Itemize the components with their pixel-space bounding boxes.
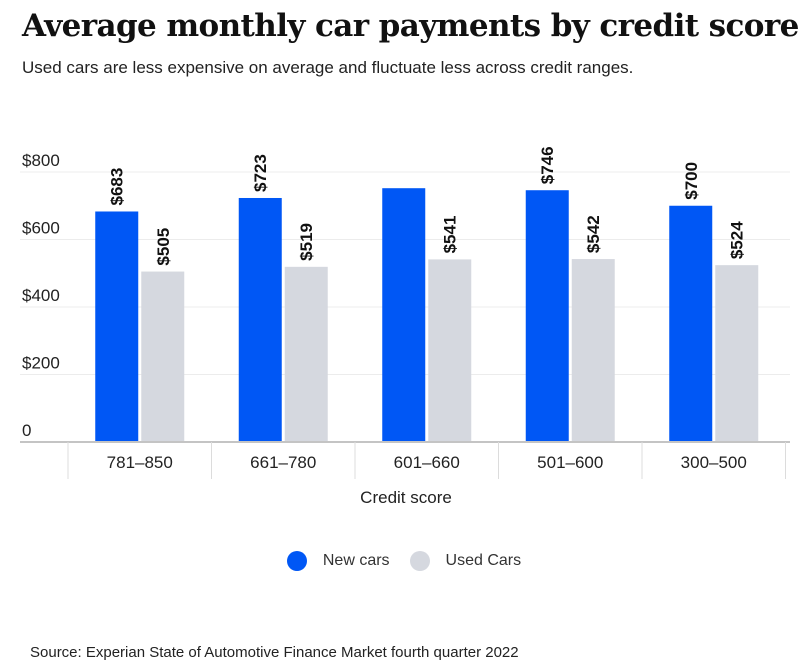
bar-new-cars[interactable] <box>669 205 713 442</box>
bar-new-cars[interactable] <box>238 197 282 442</box>
bar-value-label: $519 <box>297 223 316 261</box>
legend-label-new-cars: New cars <box>322 552 390 569</box>
bar-value-label: $541 <box>441 216 460 254</box>
legend-item-new-cars[interactable]: New cars <box>286 551 390 571</box>
bar-value-label: $746 <box>538 146 557 184</box>
bar-value-label: $524 <box>728 221 747 259</box>
bar-used-cars[interactable] <box>715 265 759 442</box>
legend-item-used-cars[interactable]: Used Cars <box>409 551 522 571</box>
x-axis-title: Credit score <box>360 488 452 507</box>
legend-swatch-new-cars <box>286 551 307 571</box>
y-tick-label: $600 <box>22 219 60 238</box>
y-tick-label: $800 <box>22 151 60 170</box>
bar-chart: 0 $200 $400 $600 $800 $683 $505 $723 $519 $541 $7… <box>20 146 790 507</box>
bar-used-cars[interactable] <box>428 259 472 442</box>
bar-new-cars[interactable] <box>382 188 426 442</box>
y-axis-tick-labels: 0 $200 $400 $600 $800 <box>22 151 60 440</box>
y-tick-label: $400 <box>22 286 60 305</box>
bar-used-cars[interactable] <box>284 266 328 442</box>
legend: New cars Used Cars <box>0 551 808 571</box>
bars <box>95 188 759 442</box>
y-tick-label: 0 <box>22 421 31 440</box>
bar-value-label: $505 <box>154 228 173 266</box>
y-tick-label: $200 <box>22 354 60 373</box>
x-tick-label: 601–660 <box>394 453 460 472</box>
x-tick-label: 300–500 <box>681 453 747 472</box>
bar-new-cars[interactable] <box>95 211 139 442</box>
chart-title: Average monthly car payments by credit s… <box>22 8 799 44</box>
bar-used-cars[interactable] <box>141 271 185 442</box>
bar-labels: $683 $505 $723 $519 $541 $746 $542 $700 $524 <box>108 146 747 265</box>
bar-new-cars[interactable] <box>525 190 569 442</box>
chart-subtitle: Used cars are less expensive on average … <box>22 58 634 77</box>
x-tick-label: 501–600 <box>537 453 603 472</box>
bar-value-label: $723 <box>251 154 270 192</box>
bar-value-label: $683 <box>108 168 127 206</box>
legend-label-used-cars: Used Cars <box>445 552 522 569</box>
bar-value-label: $542 <box>584 215 603 253</box>
source-note: Source: Experian State of Automotive Fin… <box>30 644 519 661</box>
x-axis: 781–850 661–780 601–660 501–600 300–500 <box>20 441 790 479</box>
bar-used-cars[interactable] <box>571 259 615 442</box>
bar-value-label: $700 <box>682 162 701 200</box>
x-tick-label: 661–780 <box>250 453 316 472</box>
legend-swatch-used-cars <box>409 551 430 571</box>
x-tick-label: 781–850 <box>107 453 173 472</box>
